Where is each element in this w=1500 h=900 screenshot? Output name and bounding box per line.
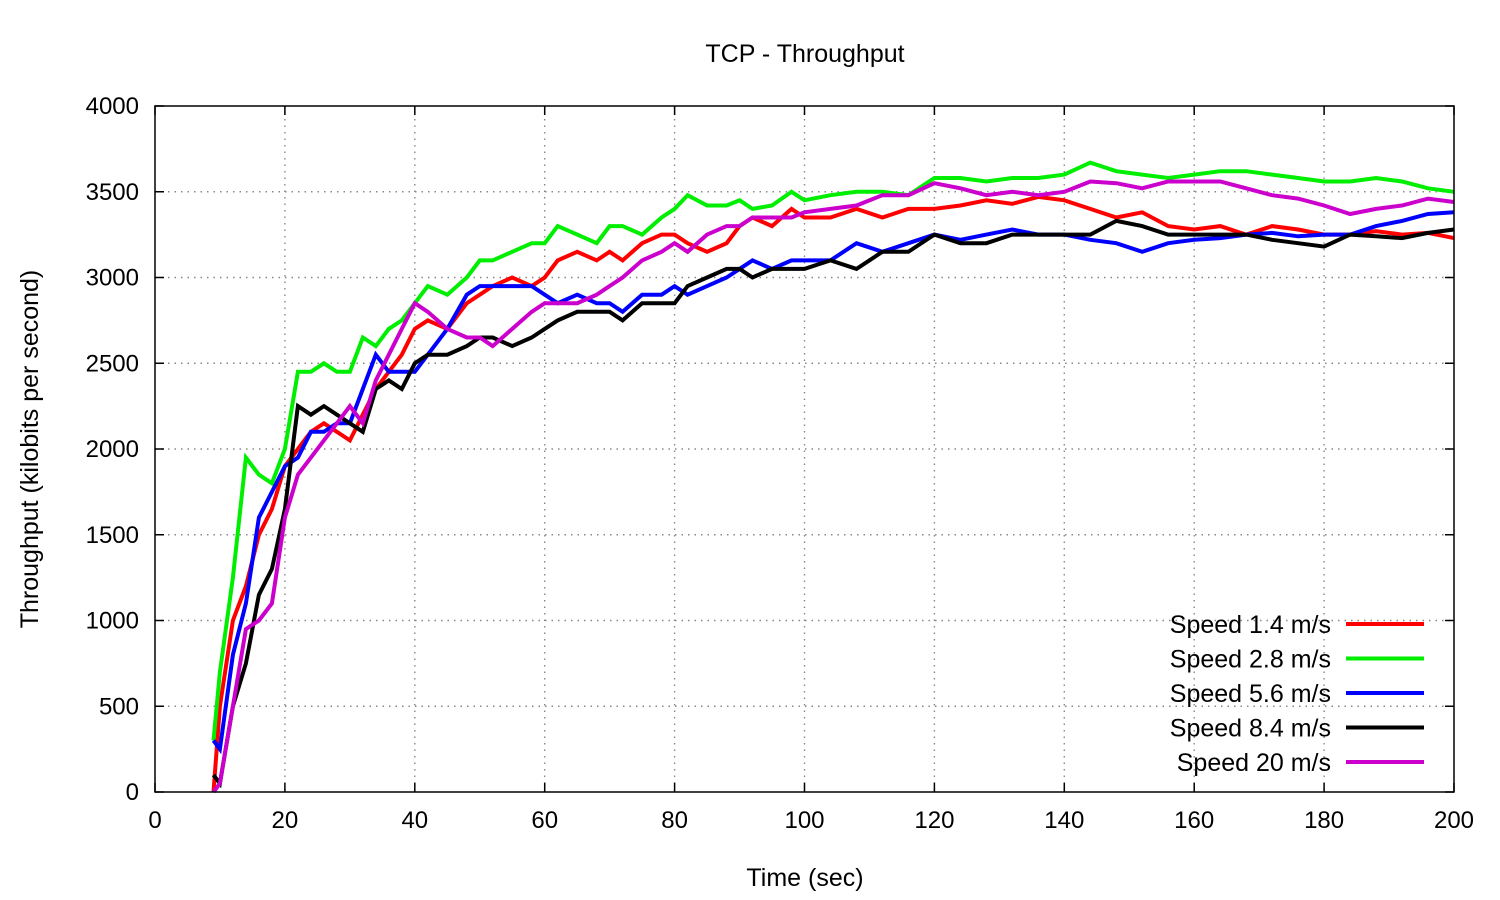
x-tick-label: 160 [1174, 807, 1214, 834]
x-tick-label: 20 [272, 807, 299, 834]
series-line-4 [211, 218, 1455, 789]
x-axis-title: Time (sec) [746, 864, 863, 892]
legend-label-4: Speed 8.4 m/s [1170, 715, 1331, 743]
plot-frame [154, 105, 1455, 793]
legend-label-1: Speed 1.4 m/s [1170, 611, 1331, 639]
legend-label-5: Speed 20 m/s [1177, 749, 1331, 777]
series-lines [211, 160, 1455, 794]
y-tick-label: 0 [126, 779, 139, 806]
y-tick-label: 2500 [86, 350, 139, 377]
y-tick-label: 2000 [86, 436, 139, 463]
x-tick-label: 0 [148, 807, 161, 834]
x-tick-label: 60 [531, 807, 558, 834]
y-axis-title: Throughput (kilobits per second) [16, 270, 44, 629]
series-line-5 [211, 179, 1455, 794]
chart-title: TCP - Throughput [705, 40, 904, 68]
y-tick-label: 3500 [86, 179, 139, 206]
x-tick-label: 100 [784, 807, 824, 834]
y-tick-label: 3000 [86, 265, 139, 292]
legend-label-3: Speed 5.6 m/s [1170, 680, 1331, 708]
x-tick-label: 40 [401, 807, 428, 834]
y-tick-label: 1000 [86, 608, 139, 635]
x-tick-label: 180 [1304, 807, 1344, 834]
legend-label-2: Speed 2.8 m/s [1170, 646, 1331, 674]
x-tick-label: 140 [1044, 807, 1084, 834]
axis-ticks: 0 20 40 60 80 100 120 140 160 180 2000500100015002… [86, 93, 1474, 834]
x-tick-label: 120 [914, 807, 954, 834]
y-tick-label: 4000 [86, 93, 139, 120]
y-tick-label: 500 [99, 693, 139, 720]
x-tick-label: 200 [1434, 807, 1474, 834]
y-tick-label: 1500 [86, 522, 139, 549]
x-tick-label: 80 [661, 807, 688, 834]
series-line-1 [211, 194, 1455, 793]
series-line-2 [211, 160, 1455, 741]
legend: Speed 1.4 m/s Speed 2.8 m/s Speed 5.6 m/s S… [1170, 611, 1424, 777]
